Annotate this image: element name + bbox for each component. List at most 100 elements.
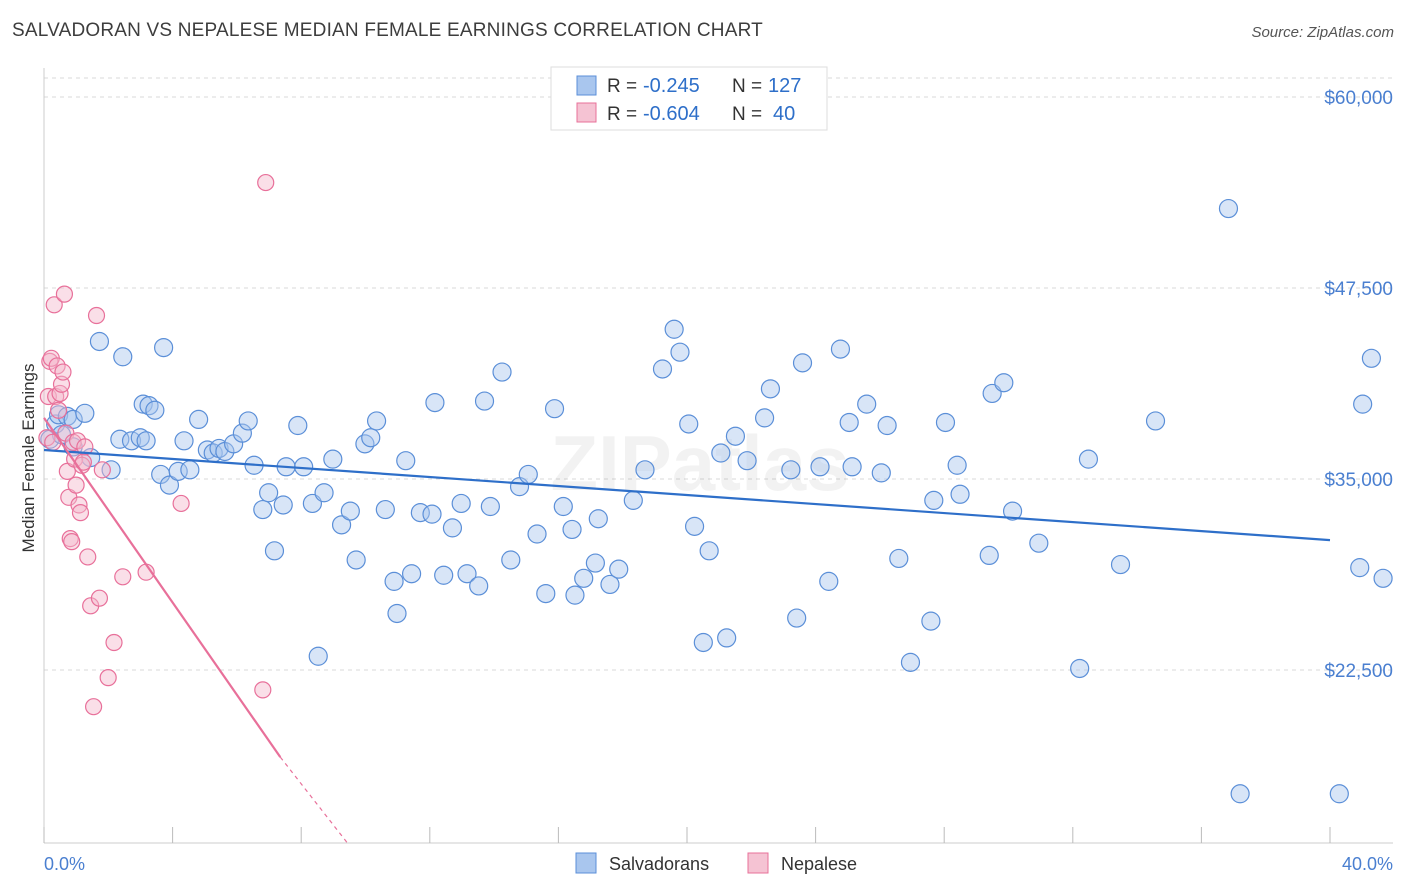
data-point — [652, 359, 673, 379]
data-point — [819, 571, 839, 591]
bottom-legend-nepalese: Nepalese — [781, 854, 857, 874]
y-tick-label: $22,500 — [1324, 661, 1393, 682]
data-point — [469, 576, 489, 596]
data-point — [451, 493, 471, 514]
data-point — [1218, 198, 1239, 219]
nepalese-trend-line — [43, 417, 282, 758]
data-point — [232, 423, 252, 443]
data-point — [501, 550, 521, 570]
data-point — [900, 652, 921, 672]
data-point — [114, 568, 132, 586]
data-point — [1329, 784, 1349, 804]
data-point — [544, 399, 565, 419]
data-point — [238, 411, 258, 431]
x-tick-labels: 0.0% 40.0% — [44, 854, 1393, 874]
data-point — [63, 409, 83, 430]
data-point — [924, 490, 944, 510]
data-point — [737, 451, 757, 471]
data-point — [857, 394, 877, 414]
data-point — [49, 401, 68, 419]
data-point — [1110, 554, 1131, 575]
data-point — [609, 559, 629, 579]
data-point — [725, 426, 746, 446]
data-point — [75, 403, 95, 423]
data-point — [1350, 558, 1370, 578]
data-point — [45, 296, 63, 314]
data-point — [331, 515, 352, 535]
salvadorans-trend-line — [43, 448, 1331, 542]
watermark: ZIPatlas — [550, 419, 849, 507]
legend-r-label: R = — [607, 104, 637, 125]
bottom-legend-salvadorans: Salvadorans — [609, 854, 709, 874]
x-tick-label: 40.0% — [1342, 854, 1393, 874]
data-point — [273, 495, 293, 515]
data-point — [101, 460, 121, 480]
nepalese-trend-extension — [279, 756, 348, 844]
data-point — [1353, 394, 1373, 414]
data-point — [670, 342, 690, 362]
data-point — [1029, 533, 1049, 553]
y-tick-label: $47,500 — [1324, 279, 1393, 300]
y-tick-label: $60,000 — [1324, 88, 1393, 109]
data-point — [950, 484, 970, 504]
data-point — [154, 337, 174, 358]
data-point — [1373, 568, 1393, 588]
y-tick-labels: $22,500 $35,000 $47,500 $60,000 — [1324, 88, 1393, 682]
data-point — [288, 415, 308, 436]
data-point — [253, 499, 273, 520]
data-point — [518, 464, 538, 485]
data-point — [308, 646, 328, 666]
bottom-legend: Salvadorans Nepalese — [575, 852, 857, 874]
axes — [43, 68, 1393, 844]
data-point — [442, 518, 463, 538]
gridlines — [44, 77, 1393, 671]
data-point — [361, 428, 381, 448]
data-point — [664, 319, 684, 339]
data-point — [254, 681, 272, 699]
data-point — [366, 411, 387, 431]
data-point — [994, 373, 1014, 393]
data-point — [425, 393, 445, 413]
data-point — [264, 541, 285, 561]
data-point — [401, 564, 422, 584]
data-point — [79, 548, 97, 566]
data-point — [480, 496, 500, 517]
source-label: Source: ZipAtlas.com — [1251, 24, 1394, 41]
data-point — [384, 571, 404, 591]
data-point — [340, 501, 360, 521]
data-point — [574, 568, 594, 588]
legend-r-value: -0.604 — [643, 103, 700, 125]
data-point — [76, 438, 94, 456]
data-point — [553, 496, 573, 517]
data-point — [935, 412, 956, 433]
data-point — [536, 583, 556, 604]
data-point — [257, 173, 275, 192]
data-point — [52, 375, 71, 393]
data-point — [679, 414, 699, 434]
data-point — [1070, 658, 1090, 679]
data-point — [711, 443, 731, 463]
data-point — [877, 415, 897, 436]
data-point — [422, 504, 442, 524]
legend-n-value: 127 — [768, 75, 801, 97]
legend-box: R = -0.245 N = 127 R = -0.604 N = 40 — [550, 66, 828, 131]
data-point — [1002, 501, 1023, 521]
data-point — [635, 460, 655, 480]
data-point — [781, 460, 801, 480]
data-point — [375, 499, 395, 520]
data-point — [346, 550, 366, 570]
data-point — [979, 545, 999, 566]
data-point — [585, 553, 605, 573]
data-point — [180, 460, 200, 480]
trend-lines — [43, 417, 1331, 844]
data-point — [889, 548, 909, 569]
data-point — [474, 391, 495, 411]
legend-swatch-pink — [576, 102, 597, 123]
data-point — [1361, 348, 1382, 368]
data-point — [699, 541, 719, 561]
data-point — [55, 285, 74, 303]
data-point — [562, 519, 582, 540]
data-point — [189, 409, 209, 430]
data-point — [396, 451, 416, 471]
data-point — [588, 509, 608, 529]
